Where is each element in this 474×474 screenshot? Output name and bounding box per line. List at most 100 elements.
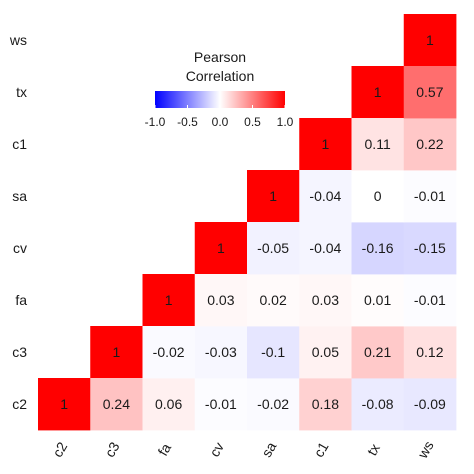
cell-value-label-ws-ws: 1 [426,32,434,48]
heatmap-cell-ws-tx [403,66,457,119]
heatmap-cell-ws-c1 [403,118,457,171]
cell-value-label-c3-c2: 0.24 [103,396,130,412]
y-tick-label-cv: cv [13,240,27,256]
heatmap-cell-c2-c2 [38,378,91,431]
cell-value-label-ws-sa: -0.01 [414,188,446,204]
cell-value-label-cv-cv: 1 [217,240,225,256]
legend-tick-label: 0.5 [244,115,261,129]
cell-value-label-sa-cv: -0.05 [257,240,289,256]
x-tick-label-c1: c1 [310,439,331,460]
heatmap-cell-ws-c3 [403,326,457,379]
cell-value-label-ws-fa: -0.01 [414,292,446,308]
cell-value-label-fa-c2: 0.06 [155,396,182,412]
legend-tick-label: 0.0 [212,115,229,129]
y-tick-label-ws: ws [9,32,27,48]
heatmap-cell-cv-c3 [194,326,248,379]
x-axis-tick-labels: c2 c3 fa cv sa c1 tx ws [49,438,437,462]
legend-tick-label: -0.5 [177,115,198,129]
cell-value-label-cv-fa: 0.03 [207,292,234,308]
cell-value-label-ws-c3: 0.12 [416,344,443,360]
cell-value-label-tx-sa: 0 [374,188,382,204]
cell-value-label-c1-sa: -0.04 [309,188,341,204]
cell-value-label-c1-c3: 0.05 [312,344,339,360]
heatmap-cell-ws-fa [403,274,457,327]
heatmap-cell-fa-fa [142,274,196,327]
cell-value-label-ws-c1: 0.22 [416,136,443,152]
heatmap-cell-tx-c2 [351,378,405,431]
cell-value-label-tx-tx: 1 [374,84,382,100]
heatmap-cell-fa-c2 [142,378,196,431]
y-tick-label-sa: sa [12,188,27,204]
y-tick-label-c2: c2 [12,396,27,412]
cell-value-label-sa-c3: -0.1 [261,344,285,360]
y-tick-label-tx: tx [16,84,27,100]
cell-value-label-ws-c2: -0.09 [414,396,446,412]
legend-tick-label: 1.0 [277,115,294,129]
cell-value-label-c2-c2: 1 [60,396,68,412]
cell-value-label-c1-fa: 0.03 [312,292,339,308]
legend-tick-label: -1.0 [145,115,166,129]
heatmap-cell-ws-c2 [403,378,457,431]
x-tick-label-c3: c3 [101,439,122,460]
cell-value-label-tx-c2: -0.08 [362,396,394,412]
cell-value-label-cv-c3: -0.03 [205,344,237,360]
heatmap-cell-fa-c3 [142,326,196,379]
y-tick-label-c3: c3 [12,344,27,360]
heatmap-cell-tx-tx [351,66,405,119]
x-tick-label-ws: ws [414,438,437,462]
heatmap-cell-c1-sa [299,170,352,223]
x-tick-label-c2: c2 [49,439,70,460]
heatmap-cell-labels: 1 1 1 1 1 1 1 1 0.24 0.06 -0.01 -0.02 0.18 -0.08 -0.09… [60,32,446,412]
cell-value-label-tx-c3: 0.21 [364,344,391,360]
cell-value-label-c3-c3: 1 [112,344,120,360]
heatmap-cell-c1-fa [299,274,352,327]
color-legend: Pearson Correlation -1.0 -0.5 0.0 0.5 1.0 [145,49,294,129]
heatmap-cell-tx-fa [351,274,405,327]
heatmap-cell-sa-c2 [247,378,300,431]
legend-ticks: -1.0 -0.5 0.0 0.5 1.0 [145,105,294,129]
heatmap-cell-c1-cv [299,222,352,275]
heatmap-cells [38,14,457,431]
heatmap-cell-c3-c2 [90,378,143,431]
heatmap-cell-c1-c2 [299,378,352,431]
cell-value-label-tx-c1: 0.11 [365,136,391,152]
legend-title-line-2: Correlation [186,68,254,84]
heatmap-cell-sa-fa [247,274,300,327]
cell-value-label-sa-c2: -0.02 [257,396,289,412]
heatmap-cell-c1-c1 [299,118,352,171]
cell-value-label-tx-cv: -0.16 [362,240,394,256]
y-tick-label-c1: c1 [12,136,27,152]
cell-value-label-cv-c2: -0.01 [205,396,237,412]
heatmap-cell-c3-c3 [90,326,143,379]
x-tick-label-cv: cv [206,439,227,459]
heatmap-cell-ws-sa [403,170,457,223]
legend-title-line-1: Pearson [194,49,246,65]
cell-value-label-ws-tx: 0.57 [416,84,443,100]
heatmap-cell-tx-sa [351,170,405,223]
heatmap-cell-tx-c1 [351,118,405,171]
x-tick-label-sa: sa [258,439,279,460]
cell-value-label-ws-cv: -0.15 [414,240,446,256]
cell-value-label-fa-c3: -0.02 [153,344,185,360]
heatmap-cell-sa-cv [247,222,300,275]
x-tick-label-fa: fa [154,440,174,458]
heatmap-cell-sa-c3 [247,326,300,379]
cell-value-label-c1-c2: 0.18 [312,396,339,412]
heatmap-cell-sa-sa [247,170,300,223]
heatmap-cell-tx-cv [351,222,405,275]
legend-colorbar [155,91,285,108]
cell-value-label-sa-fa: 0.02 [260,292,287,308]
x-tick-label-tx: tx [364,441,383,458]
cell-value-label-fa-fa: 1 [165,292,173,308]
cell-value-label-c1-c1: 1 [321,136,329,152]
cell-value-label-tx-fa: 0.01 [364,292,391,308]
heatmap-cell-c1-c3 [299,326,352,379]
cell-value-label-c1-cv: -0.04 [309,240,341,256]
heatmap-cell-ws-cv [403,222,457,275]
y-axis-tick-labels: ws tx c1 sa cv fa c3 c2 [9,32,27,412]
heatmap-cell-ws-ws [403,14,457,67]
heatmap-cell-cv-cv [194,222,248,275]
cell-value-label-sa-sa: 1 [269,188,277,204]
heatmap-cell-tx-c3 [351,326,405,379]
